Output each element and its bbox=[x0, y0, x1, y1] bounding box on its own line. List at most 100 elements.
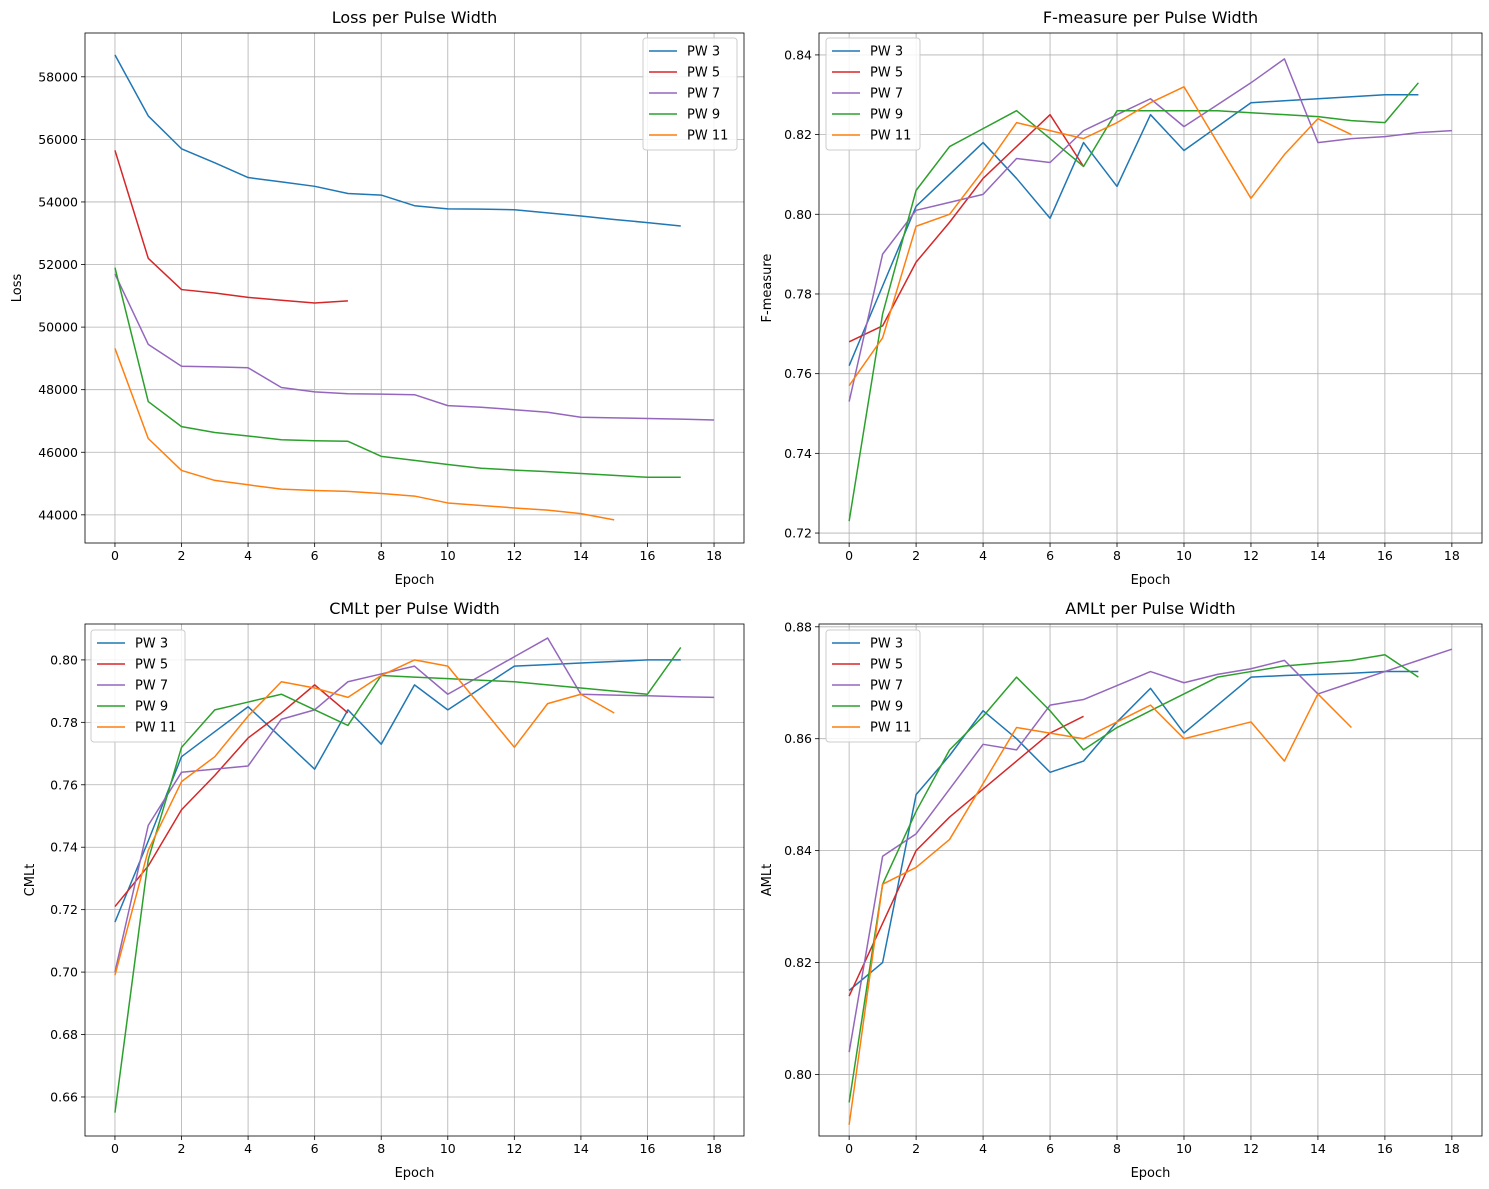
y-tick-label: 0.68 bbox=[50, 1027, 78, 1042]
legend-label: PW 3 bbox=[870, 637, 903, 652]
legend-label: PW 3 bbox=[135, 637, 168, 652]
series-line-pw-3 bbox=[848, 94, 1419, 366]
series-line-pw-9 bbox=[114, 646, 682, 1113]
y-tick-label: 48000 bbox=[38, 382, 78, 397]
x-tick-label: 6 bbox=[311, 1141, 319, 1156]
chart-panel-4: 0 2 4 6 8 10 12 14 16 18 0.80 0.82 0.84 0.86 0.88 AMLt … bbox=[760, 599, 1483, 1181]
legend-label: PW 11 bbox=[870, 129, 911, 144]
axes-frame bbox=[84, 623, 745, 1137]
x-tick-label: 18 bbox=[1444, 548, 1460, 563]
x-tick-label: 18 bbox=[706, 1141, 722, 1156]
y-axis-label: AMLt bbox=[760, 864, 775, 896]
x-tick-label: 10 bbox=[1176, 548, 1192, 563]
legend-label: PW 7 bbox=[135, 679, 168, 694]
y-tick-label: 46000 bbox=[38, 445, 78, 460]
series-line-pw-11 bbox=[848, 86, 1352, 387]
y-tick-label: 0.84 bbox=[784, 843, 812, 858]
legend-label: PW 9 bbox=[870, 108, 903, 123]
series-line-pw-3 bbox=[114, 659, 681, 923]
legend-label: PW 11 bbox=[870, 721, 911, 736]
y-tick-label: 0.70 bbox=[50, 965, 78, 980]
y-tick-label: 0.76 bbox=[784, 366, 812, 381]
legend: PW 3 PW 5 PW 7 PW 9 PW 11 bbox=[90, 629, 186, 743]
legend-label: PW 7 bbox=[870, 679, 903, 694]
x-tick-label: 16 bbox=[640, 548, 656, 563]
x-axis-label: Epoch bbox=[395, 573, 435, 588]
y-tick-label: 0.66 bbox=[50, 1089, 78, 1104]
y-tick-label: 0.88 bbox=[784, 619, 812, 634]
legend-box bbox=[825, 37, 921, 151]
series-line-pw-5 bbox=[848, 113, 1085, 343]
x-tick-label: 8 bbox=[1113, 548, 1121, 563]
x-tick-label: 14 bbox=[573, 548, 589, 563]
x-tick-label: 2 bbox=[912, 1141, 920, 1156]
series-line-pw-7 bbox=[848, 58, 1452, 402]
x-tick-label: 2 bbox=[178, 1141, 186, 1156]
series-line-pw-7 bbox=[848, 648, 1453, 1053]
chart-title: Loss per Pulse Width bbox=[332, 8, 498, 27]
x-tick-label: 6 bbox=[1046, 1141, 1054, 1156]
x-tick-label: 16 bbox=[1377, 1141, 1393, 1156]
x-tick-label: 4 bbox=[244, 1141, 252, 1156]
legend-label: PW 11 bbox=[135, 721, 176, 736]
y-axis-label: Loss bbox=[10, 274, 25, 303]
x-tick-label: 2 bbox=[178, 548, 186, 563]
x-tick-label: 0 bbox=[845, 548, 853, 563]
y-tick-label: 56000 bbox=[38, 132, 78, 147]
series-line-pw-9 bbox=[114, 267, 681, 479]
axes-frame bbox=[818, 32, 1483, 544]
legend-label: PW 5 bbox=[687, 66, 720, 81]
x-tick-label: 10 bbox=[440, 1141, 456, 1156]
y-tick-label: 0.78 bbox=[784, 286, 812, 301]
y-tick-label: 0.82 bbox=[784, 127, 812, 142]
legend-label: PW 9 bbox=[687, 108, 720, 123]
y-tick-label: 0.84 bbox=[784, 47, 812, 62]
chart-panel-3: 0 2 4 6 8 10 12 14 16 18 0.66 0.68 0.70 0.72 0.74 0.76 0… bbox=[23, 599, 745, 1181]
x-axis-label: Epoch bbox=[395, 1166, 435, 1181]
y-tick-label: 0.72 bbox=[50, 902, 78, 917]
y-axis-label: F-measure bbox=[760, 254, 775, 323]
legend-label: PW 9 bbox=[135, 700, 168, 715]
x-tick-label: 14 bbox=[1310, 1141, 1326, 1156]
x-tick-label: 16 bbox=[1377, 548, 1393, 563]
series-line-pw-9 bbox=[848, 82, 1419, 522]
y-tick-label: 0.74 bbox=[50, 840, 78, 855]
x-tick-label: 14 bbox=[573, 1141, 589, 1156]
y-tick-label: 0.80 bbox=[784, 207, 812, 222]
legend-box bbox=[642, 37, 738, 151]
x-tick-label: 16 bbox=[640, 1141, 656, 1156]
series-line-pw-11 bbox=[114, 348, 615, 521]
x-tick-label: 0 bbox=[845, 1141, 853, 1156]
x-tick-label: 12 bbox=[506, 1141, 522, 1156]
series-line-pw-5 bbox=[114, 684, 349, 908]
y-tick-label: 0.78 bbox=[50, 715, 78, 730]
legend-label: PW 5 bbox=[870, 658, 903, 673]
x-tick-label: 6 bbox=[1046, 548, 1054, 563]
x-tick-label: 4 bbox=[979, 548, 987, 563]
series-line-pw-9 bbox=[848, 654, 1419, 1103]
y-tick-label: 54000 bbox=[38, 194, 78, 209]
legend-label: PW 7 bbox=[687, 87, 720, 102]
x-tick-label: 0 bbox=[111, 1141, 119, 1156]
series-line-pw-5 bbox=[114, 150, 348, 304]
x-tick-label: 18 bbox=[1444, 1141, 1460, 1156]
x-axis-label: Epoch bbox=[1131, 573, 1171, 588]
y-tick-label: 44000 bbox=[38, 507, 78, 522]
legend-label: PW 5 bbox=[135, 658, 168, 673]
x-tick-label: 12 bbox=[1243, 1141, 1259, 1156]
y-tick-label: 50000 bbox=[38, 320, 78, 335]
y-tick-label: 0.86 bbox=[784, 731, 812, 746]
x-tick-label: 8 bbox=[1113, 1141, 1121, 1156]
legend-label: PW 3 bbox=[687, 45, 720, 60]
legend-label: PW 11 bbox=[687, 129, 728, 144]
legend-label: PW 7 bbox=[870, 87, 903, 102]
chart-panel-2: 0 2 4 6 8 10 12 14 16 18 0.72 0.74 0.76 0.78 0.80 0.82 0… bbox=[760, 8, 1483, 588]
series-line-pw-3 bbox=[848, 670, 1419, 992]
y-axis-label: CMLt bbox=[23, 864, 38, 897]
axes-frame bbox=[84, 32, 745, 544]
legend-box bbox=[825, 629, 921, 743]
chart-title: F-measure per Pulse Width bbox=[1043, 8, 1258, 27]
x-tick-label: 4 bbox=[244, 548, 252, 563]
y-tick-label: 0.76 bbox=[50, 777, 78, 792]
